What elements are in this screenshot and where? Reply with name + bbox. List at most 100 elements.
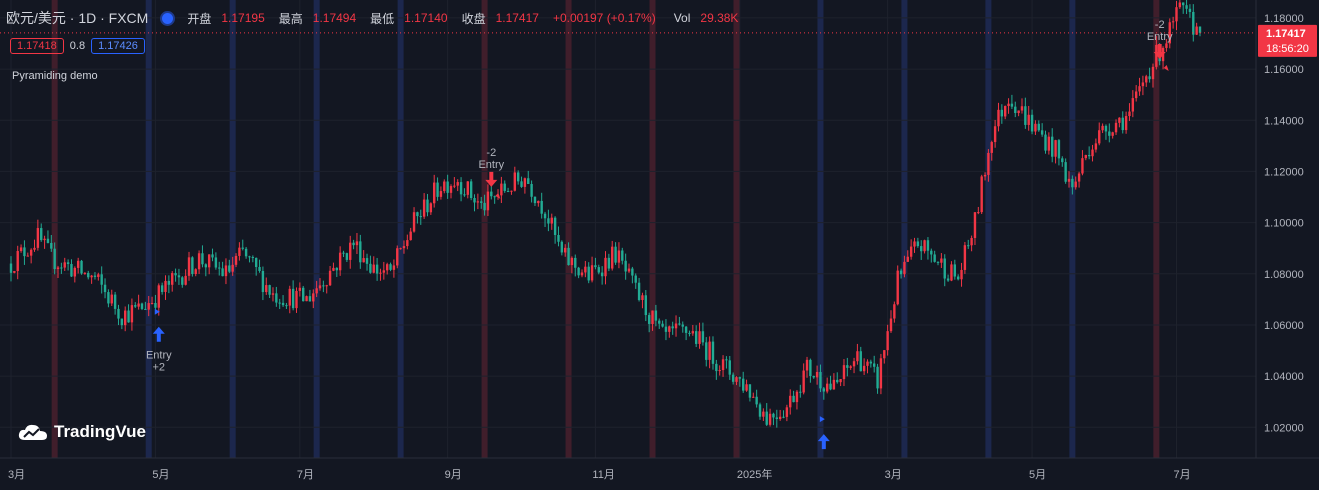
candle-body — [191, 257, 194, 274]
candle-body — [829, 383, 832, 390]
candle-body — [721, 359, 725, 371]
signal-long-2[interactable] — [817, 416, 830, 450]
candle-body — [711, 341, 715, 364]
sell-price-box[interactable]: 1.17418 — [10, 38, 64, 54]
candle-body — [53, 248, 56, 270]
candle-body — [523, 178, 527, 187]
x-tick-label: 11月 — [592, 469, 614, 481]
candle-body — [1020, 106, 1024, 111]
y-tick-label: 1.02000 — [1264, 422, 1304, 434]
candle-body — [889, 318, 893, 332]
candle-body — [728, 360, 731, 375]
candle-body — [785, 407, 789, 417]
candle-body — [13, 271, 16, 273]
candle-body — [782, 416, 785, 418]
candle-body — [926, 240, 930, 251]
candle-body — [967, 245, 970, 247]
candle-body — [365, 258, 369, 264]
buy-price-box[interactable]: 1.17426 — [91, 38, 145, 54]
candle-body — [758, 404, 762, 417]
candle-body — [1168, 22, 1171, 44]
signal-band-8 — [733, 0, 740, 458]
arrow-down-icon — [1153, 43, 1166, 59]
candle-body — [795, 391, 799, 403]
candle-body — [305, 296, 308, 302]
candle-body — [567, 247, 570, 266]
candle-body — [459, 182, 463, 195]
candle-body — [396, 248, 399, 266]
candle-body — [540, 200, 543, 214]
candle-body — [335, 267, 338, 271]
candle-body — [258, 266, 261, 272]
time-axis[interactable]: 3月 5月 7月 9月 11月 2025年 3月 5月 7月 — [0, 457, 1319, 490]
candle-body — [876, 366, 879, 389]
candle-body — [426, 199, 429, 213]
candle-body — [987, 152, 990, 175]
signal-long-0[interactable]: Entry+2 — [146, 308, 172, 374]
candle-body — [916, 241, 920, 247]
candle-body — [930, 250, 933, 255]
candle-body — [90, 275, 93, 278]
candle-body — [537, 200, 540, 204]
candle-body — [332, 267, 335, 271]
symbol-title[interactable]: 欧元/美元 · 1D · FXCM — [6, 10, 149, 26]
candle-body — [836, 379, 839, 383]
candle-body — [211, 254, 214, 258]
candle-body — [825, 383, 829, 392]
candle-body — [634, 275, 637, 283]
candle-body — [1121, 117, 1124, 131]
candle-body — [295, 290, 298, 309]
candle-body — [698, 331, 701, 344]
candle-body — [298, 287, 302, 291]
candle-body — [224, 265, 228, 277]
candle-body — [1081, 158, 1084, 174]
candle-body — [617, 250, 621, 263]
candle-body — [993, 126, 997, 143]
candle-body — [799, 391, 802, 393]
candle-body — [473, 198, 476, 203]
candle-body — [56, 267, 60, 270]
grid-lines — [0, 0, 1256, 458]
high-value: 1.17494 — [312, 11, 357, 25]
volume-label: Vol — [673, 11, 691, 25]
candle-body — [846, 365, 849, 368]
last-price-badge: 1.17417 18:56:20 — [1258, 24, 1317, 57]
candle-body — [352, 242, 355, 246]
candle-body — [281, 302, 285, 306]
candle-body — [157, 285, 160, 308]
candle-body — [214, 257, 218, 268]
candle-body — [627, 268, 631, 272]
candle-body — [1024, 106, 1027, 125]
signal-band-9 — [817, 0, 824, 458]
candle-body — [647, 315, 651, 324]
signal-qty: -2 — [1155, 19, 1165, 31]
candle-body — [268, 285, 271, 295]
candle-body — [228, 265, 231, 272]
candle-body — [869, 361, 873, 364]
candle-body — [436, 182, 439, 197]
candle-body — [893, 304, 896, 319]
study-title[interactable]: Pyramiding demo — [12, 70, 98, 82]
candle-body — [1114, 122, 1118, 133]
price-axis[interactable]: 1.02000 1.04000 1.06000 1.08000 1.10000 1.120… — [1255, 0, 1319, 490]
candle-body — [815, 371, 819, 378]
arrow-down-icon — [485, 171, 498, 187]
candle-body — [1175, 7, 1178, 22]
candle-body — [624, 260, 627, 272]
y-tick-label: 1.10000 — [1264, 218, 1304, 230]
candle-body — [328, 270, 332, 286]
candle-body — [789, 395, 792, 408]
candle-body — [422, 199, 426, 217]
y-tick-label: 1.08000 — [1264, 269, 1304, 281]
candle-body — [852, 361, 856, 367]
candle-body — [980, 176, 983, 213]
candle-body — [560, 241, 564, 253]
candle-body — [449, 186, 453, 193]
candle-body — [587, 266, 590, 281]
arrow-up-icon — [817, 434, 830, 450]
candle-body — [909, 246, 913, 257]
candle-body — [1128, 111, 1131, 117]
